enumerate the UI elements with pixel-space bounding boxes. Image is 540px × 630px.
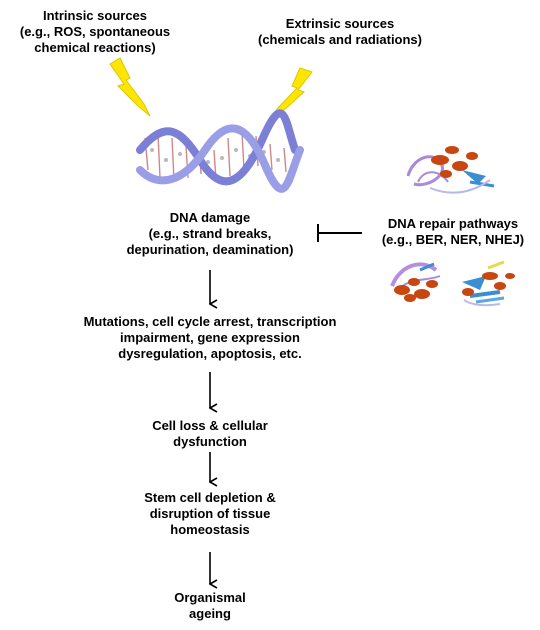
protein-structure-image-bottom-right <box>462 260 515 307</box>
lightning-icon-left <box>109 57 151 117</box>
mutations-line-1: Mutations, cell cycle arrest, transcript… <box>83 314 337 329</box>
extrinsic-line-1: Extrinsic sources <box>285 16 395 31</box>
cellloss-line-2: dysfunction <box>173 434 247 449</box>
stem-line-3: homeostasis <box>170 522 250 537</box>
dna-helix-image <box>136 109 304 193</box>
ageing-line-1: Organismal <box>174 590 246 605</box>
intrinsic-line-1: Intrinsic sources <box>42 8 148 23</box>
extrinsic-sources-label: Extrinsic sources (chemicals and radiati… <box>240 16 440 48</box>
intrinsic-line-2: (e.g., ROS, spontaneous <box>19 24 171 39</box>
mutations-label: Mutations, cell cycle arrest, transcript… <box>60 314 360 362</box>
cellloss-line-1: Cell loss & cellular <box>152 418 268 433</box>
mutations-line-3: dysregulation, apoptosis, etc. <box>118 346 302 361</box>
dna-damage-label: DNA damage (e.g., strand breaks, depurin… <box>120 210 300 258</box>
damage-line-2: (e.g., strand breaks, <box>148 226 272 241</box>
stem-line-1: Stem cell depletion & <box>144 490 276 505</box>
repair-line-1: DNA repair pathways <box>387 216 519 231</box>
mutations-line-2: impairment, gene expression <box>120 330 300 345</box>
inhibition-connector <box>317 224 362 242</box>
intrinsic-line-3: chemical reactions) <box>34 40 156 55</box>
organismal-ageing-label: Organismal ageing <box>110 590 310 622</box>
damage-line-1: DNA damage <box>169 210 251 225</box>
stem-cell-label: Stem cell depletion & disruption of tiss… <box>100 490 320 538</box>
protein-structure-image-top <box>406 146 495 194</box>
damage-line-3: depurination, deamination) <box>126 242 294 257</box>
stem-line-2: disruption of tissue <box>149 506 271 521</box>
repair-line-2: (e.g., BER, NER, NHEJ) <box>381 232 525 247</box>
cell-loss-label: Cell loss & cellular dysfunction <box>110 418 310 450</box>
protein-structure-image-bottom-left <box>390 262 441 302</box>
dna-repair-label: DNA repair pathways (e.g., BER, NER, NHE… <box>368 216 538 248</box>
ageing-line-2: ageing <box>189 606 231 621</box>
extrinsic-line-2: (chemicals and radiations) <box>258 32 422 47</box>
intrinsic-sources-label: Intrinsic sources (e.g., ROS, spontaneou… <box>0 8 190 56</box>
